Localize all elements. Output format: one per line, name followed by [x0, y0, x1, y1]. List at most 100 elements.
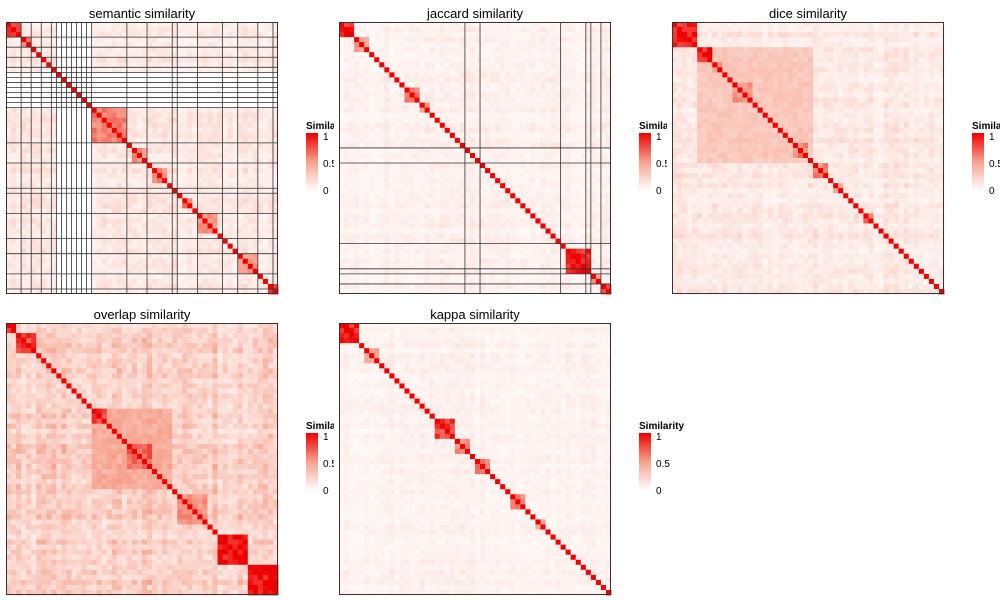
heatmap-cell	[76, 218, 82, 224]
heatmap-cell	[429, 137, 436, 144]
heatmap-cell	[212, 82, 218, 88]
heatmap-cell	[444, 168, 451, 174]
heatmap-cell	[464, 117, 471, 124]
heatmap-cell	[56, 62, 62, 68]
heatmap-cell	[429, 27, 436, 33]
heatmap-cell	[515, 178, 521, 184]
heatmap-cell	[182, 263, 188, 270]
heatmap-cell	[560, 97, 567, 103]
heatmap-cell	[222, 122, 229, 129]
heatmap-cell	[51, 117, 57, 124]
heatmap-cell	[595, 147, 602, 154]
heatmap-cell	[267, 188, 274, 194]
heatmap-cell	[520, 22, 526, 28]
heatmap-cell	[6, 223, 12, 229]
heatmap-cell	[267, 173, 274, 179]
heatmap-cell	[565, 173, 572, 179]
heatmap-cell	[434, 183, 441, 189]
heatmap-cell	[469, 57, 476, 63]
heatmap-cell	[434, 112, 441, 119]
heatmap-cell	[384, 107, 390, 114]
heatmap-cell	[252, 233, 259, 239]
heatmap-cell	[111, 122, 118, 129]
heatmap-cell	[126, 22, 133, 28]
heatmap-cell	[207, 243, 213, 250]
heatmap-cell	[212, 248, 218, 255]
heatmap-cell	[202, 102, 208, 109]
heatmap-cell	[252, 27, 259, 33]
heatmap-cell	[136, 193, 143, 199]
heatmap-cell	[419, 132, 426, 139]
heatmap-cell	[272, 107, 279, 114]
heatmap-cell	[580, 102, 587, 109]
heatmap-cell	[131, 122, 138, 129]
heatmap-cell	[475, 112, 481, 119]
heatmap-cell	[6, 263, 12, 270]
heatmap-cell	[202, 42, 208, 48]
heatmap-cell	[187, 183, 193, 189]
heatmap-cell	[369, 168, 375, 174]
heatmap-cell	[197, 127, 203, 134]
heatmap-cell	[475, 147, 481, 154]
heatmap-cell	[262, 233, 269, 239]
heatmap-cell	[177, 42, 183, 48]
heatmap-cell	[46, 258, 52, 265]
heatmap-cell	[126, 163, 133, 169]
heatmap-cell	[237, 32, 244, 38]
heatmap-cell	[81, 22, 87, 28]
heatmap-cell	[26, 112, 32, 119]
heatmap-cell	[510, 127, 516, 134]
heatmap-cell	[11, 77, 17, 83]
heatmap-cell	[177, 198, 183, 204]
heatmap-cell	[495, 92, 501, 98]
heatmap-cell	[172, 158, 178, 164]
heatmap-cell	[449, 112, 456, 119]
heatmap-cell	[91, 168, 98, 174]
heatmap-cell	[46, 97, 52, 103]
heatmap-cell	[202, 152, 208, 159]
heatmap-cell	[177, 263, 183, 270]
heatmap-cell	[495, 163, 501, 169]
heatmap-cell	[26, 163, 32, 169]
heatmap-cell	[585, 82, 592, 88]
heatmap-cell	[464, 37, 471, 43]
heatmap-cell	[339, 208, 345, 214]
heatmap-cell	[192, 273, 198, 280]
heatmap-cell	[590, 32, 597, 38]
heatmap-cell	[369, 188, 375, 194]
heatmap-cell	[364, 57, 370, 63]
heatmap-cell	[555, 57, 562, 63]
heatmap-cell	[495, 178, 501, 184]
heatmap-cell	[580, 203, 587, 209]
heatmap-cell	[424, 132, 431, 139]
heatmap-cell	[111, 112, 118, 119]
heatmap-cell	[51, 208, 57, 214]
heatmap-cell	[11, 132, 17, 139]
heatmap-cell	[167, 288, 173, 295]
heatmap-cell	[187, 112, 193, 119]
heatmap-cell	[444, 107, 451, 114]
heatmap-cell	[565, 42, 572, 48]
heatmap-cell	[540, 82, 546, 88]
heatmap-cell	[262, 253, 269, 260]
heatmap-cell	[379, 142, 385, 149]
heatmap-cell	[530, 132, 536, 139]
heatmap-cell	[152, 243, 158, 250]
heatmap-cell	[126, 47, 133, 53]
heatmap-cell	[81, 37, 87, 43]
heatmap-cell	[197, 258, 203, 265]
heatmap-cell	[207, 47, 213, 53]
heatmap-cell	[167, 132, 173, 139]
heatmap-cell	[121, 42, 128, 48]
heatmap-cell	[399, 22, 405, 28]
heatmap-cell	[167, 168, 173, 174]
heatmap-cell	[167, 142, 173, 149]
heatmap-cell	[409, 32, 415, 38]
heatmap-cell	[379, 97, 385, 103]
heatmap-cell	[454, 117, 461, 124]
heatmap-cell	[182, 122, 188, 129]
heatmap-cell	[480, 42, 486, 48]
heatmap-cell	[374, 47, 380, 53]
heatmap-cell	[232, 132, 239, 139]
heatmap-cell	[11, 248, 17, 255]
